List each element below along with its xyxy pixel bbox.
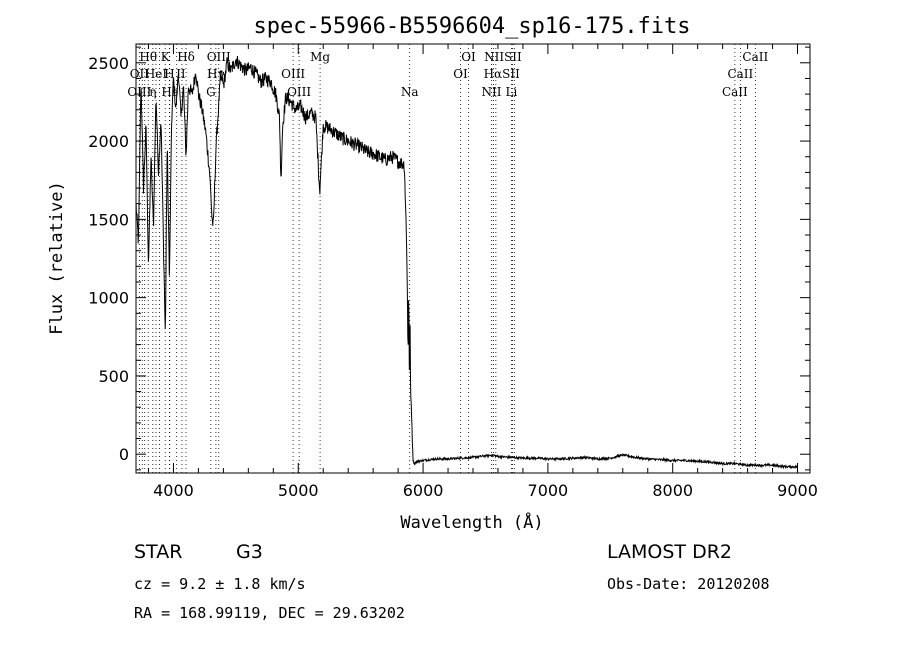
line-label-5: OI [461, 50, 476, 64]
line-label-18: η [149, 85, 156, 99]
line-label-24: Li [506, 85, 518, 99]
x-tick-label-4000: 4000 [153, 481, 194, 500]
line-label-10: H [164, 67, 174, 81]
line-label-3: OIII [207, 50, 231, 64]
x-tick-label-5000: 5000 [278, 481, 319, 500]
x-tick-label-7000: 7000 [528, 481, 569, 500]
line-label-14: OI [453, 67, 468, 81]
x-tick-label-9000: 9000 [777, 481, 818, 500]
line-label-16: CaII [727, 67, 753, 81]
object-subclass: G3 [236, 541, 263, 563]
object-class: STAR [134, 541, 183, 563]
y-tick-label-1500: 1500 [88, 210, 129, 229]
line-label-21: OIII [287, 85, 311, 99]
line-label-6: NIISII [484, 50, 522, 64]
y-tick-label-2000: 2000 [88, 132, 129, 151]
y-tick-label-500: 500 [98, 367, 129, 386]
redshift-value: cz = 9.2 ± 1.8 km/s [134, 575, 306, 593]
y-axis-label: Flux (relative) [47, 181, 67, 335]
plot-frame [135, 43, 811, 474]
y-tick-label-0: 0 [119, 445, 129, 464]
chart-title: spec-55966-B5596604_sp16-175.fits [253, 14, 690, 39]
x-tick-label-6000: 6000 [403, 481, 444, 500]
line-markers [138, 44, 756, 473]
line-label-2: Hδ [177, 50, 195, 64]
line-label-25: CaII [722, 85, 748, 99]
line-label-8: OII [130, 67, 150, 81]
y-tick-label-2500: 2500 [88, 54, 129, 73]
survey-name: LAMOST DR2 [607, 541, 732, 563]
line-label-9: HeI [145, 67, 168, 81]
x-tick-label-8000: 8000 [652, 481, 693, 500]
line-label-15: HαSII [484, 67, 521, 81]
line-label-23: NII [481, 85, 501, 99]
line-label-20: G [206, 85, 216, 99]
line-label-13: OIII [281, 67, 305, 81]
line-label-4: Mg [310, 50, 330, 64]
observation-date: Obs-Date: 20120208 [607, 575, 770, 593]
spectrum-line [135, 55, 798, 470]
axis-ticks: 4000 5000 6000 7000 8000 9000 0 500 1000 1500 2000… [88, 44, 818, 500]
line-label-0: Hθ [139, 50, 157, 64]
line-label-22: Na [401, 85, 419, 99]
x-axis-label: Wavelength (Å) [400, 511, 543, 533]
y-tick-label-1000: 1000 [88, 289, 129, 308]
line-label-1: K [161, 50, 171, 64]
ra-dec-coordinates: RA = 168.99119, DEC = 29.63202 [134, 604, 405, 622]
line-label-17: OIII [127, 85, 151, 99]
line-label-19: Hε [161, 85, 178, 99]
line-label-11: II [176, 67, 186, 81]
line-label-7: CaII [742, 50, 768, 64]
